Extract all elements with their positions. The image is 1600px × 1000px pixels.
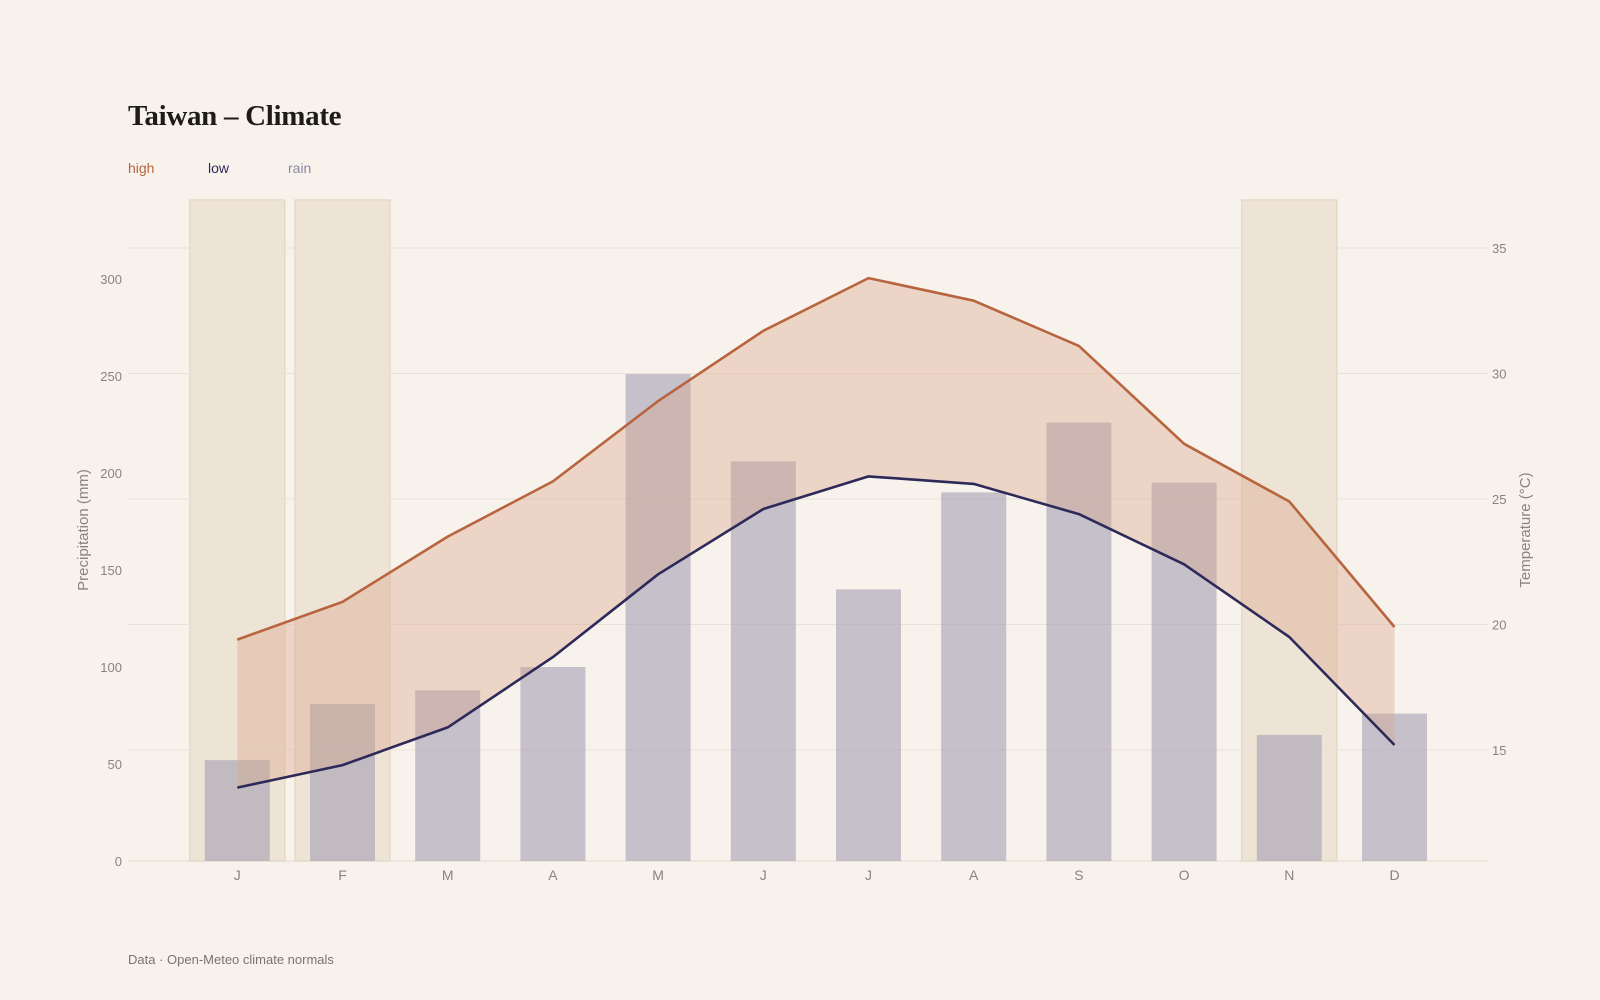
rain-bar [310,703,375,861]
rain-bar [1362,713,1427,861]
x-tick-label: F [338,867,347,883]
y-left-tick-label: 200 [100,466,122,481]
rain-bar [730,461,796,861]
x-tick-label: M [442,867,454,883]
temperature-band [237,278,1395,788]
rain-bar [1256,734,1322,861]
y-left-axis-title: Precipitation (mm) [75,469,92,591]
y-left-tick-label: 150 [100,563,122,578]
chart-title: Taiwan – Climate [128,100,342,132]
y-right-tick-label: 35 [1492,241,1506,256]
rain-bar [415,690,481,861]
rain-bar [836,589,901,861]
rain-bar [625,374,691,861]
x-tick-label: A [969,867,979,883]
highlight-column [189,199,286,862]
y-left-tick-label: 50 [108,757,122,772]
x-tick-label: J [234,867,241,883]
y-right-tick-label: 15 [1492,743,1506,758]
x-tick-label: A [548,867,558,883]
legend-high: high [128,160,155,176]
rain-bar [941,492,1007,861]
data-source-note: Data · Open-Meteo climate normals [128,952,334,967]
x-tick-label: N [1284,867,1294,883]
y-right-tick-label: 20 [1492,618,1506,633]
y-left-tick-label: 250 [100,369,122,384]
y-left-tick-label: 0 [115,854,122,869]
x-tick-label: S [1074,867,1083,883]
x-tick-label: O [1179,867,1190,883]
x-tick-label: M [652,867,664,883]
rain-bar [1046,422,1112,861]
low-temperature-line [237,475,1396,789]
x-tick-label: D [1389,867,1399,883]
y-right-tick-label: 25 [1492,492,1506,507]
y-right-axis-title: Temperature (°C) [1517,472,1534,587]
rain-bar [520,667,586,861]
y-left-tick-label: 300 [100,272,122,287]
x-tick-label: J [760,867,767,883]
y-left-tick-label: 100 [100,660,122,675]
rain-bar [1151,482,1217,861]
legend-rain: rain [288,160,312,176]
rain-bar [204,760,270,861]
legend-low: low [208,160,230,176]
high-temperature-line [236,276,1396,641]
y-right-tick-label: 30 [1492,367,1506,382]
x-tick-label: J [865,867,872,883]
